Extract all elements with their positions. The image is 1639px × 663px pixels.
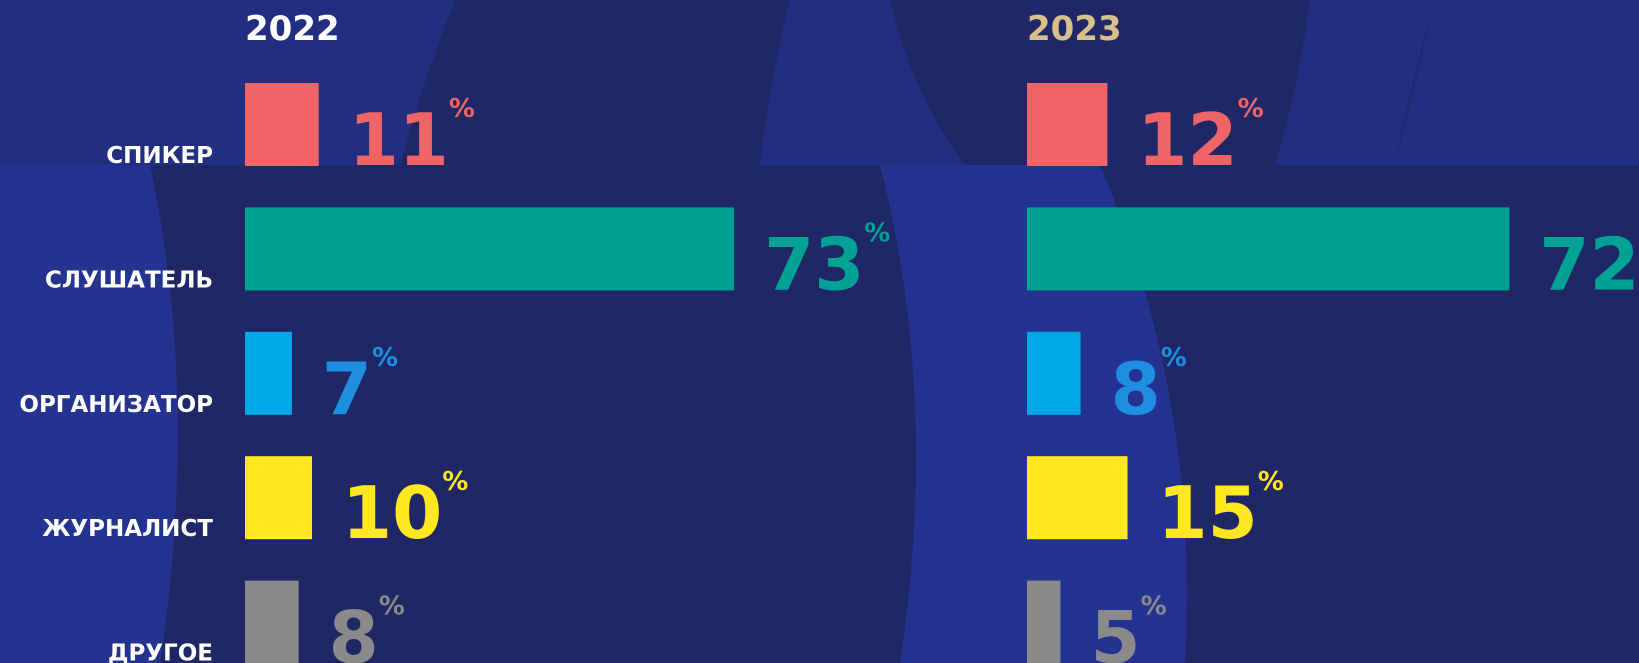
category-label: СЛУШАТЕЛЬ	[45, 267, 213, 293]
value-unit: %	[864, 218, 890, 248]
value-number: 15	[1158, 471, 1258, 555]
value-number: 10	[342, 471, 442, 555]
value-unit: %	[1258, 467, 1284, 497]
value-label: 73%	[764, 218, 890, 306]
value-unit: %	[1238, 94, 1264, 124]
category-label: ЖУРНАЛИСТ	[42, 516, 213, 542]
value-label: 7%	[322, 343, 398, 431]
value-unit: %	[449, 94, 475, 124]
value-unit: %	[1161, 343, 1187, 373]
value-number: 73	[764, 222, 864, 306]
decor	[1275, 0, 1435, 165]
bar	[245, 83, 319, 166]
value-label: 5%	[1091, 592, 1167, 663]
chart-title: 2022	[245, 9, 340, 49]
value-unit: %	[372, 343, 398, 373]
value-unit: %	[1141, 592, 1167, 622]
bar	[1027, 207, 1510, 291]
value-label: 11%	[349, 94, 475, 182]
value-number: 8	[329, 596, 379, 663]
value-number: 5	[1091, 596, 1141, 663]
value-label: 72%	[1539, 218, 1639, 306]
decor	[0, 0, 455, 165]
category-label: ДРУГОЕ	[108, 641, 213, 663]
value-number: 11	[349, 98, 449, 182]
value-unit: %	[442, 467, 468, 497]
bar	[245, 580, 299, 663]
bar	[1027, 580, 1061, 663]
value-number: 8	[1111, 347, 1161, 431]
value-label: 8%	[329, 592, 405, 663]
decor	[760, 0, 965, 165]
category-label: СПИКЕР	[106, 143, 213, 169]
value-label: 12%	[1137, 94, 1263, 182]
value-label: 10%	[342, 467, 468, 555]
decor	[0, 165, 178, 663]
bar	[245, 331, 292, 415]
bar	[1027, 331, 1081, 415]
value-label: 15%	[1158, 467, 1284, 555]
bar	[1027, 83, 1108, 166]
value-label: 8%	[1111, 343, 1187, 431]
bar	[245, 456, 312, 540]
decor	[1395, 0, 1639, 165]
bar	[1027, 456, 1128, 540]
category-label: ОРГАНИЗАТОР	[19, 392, 213, 418]
value-number: 12	[1137, 98, 1237, 182]
bar	[245, 207, 735, 291]
value-number: 72	[1539, 222, 1639, 306]
value-number: 7	[322, 347, 372, 431]
value-unit: %	[379, 592, 405, 622]
chart-title: 2023	[1027, 9, 1122, 49]
